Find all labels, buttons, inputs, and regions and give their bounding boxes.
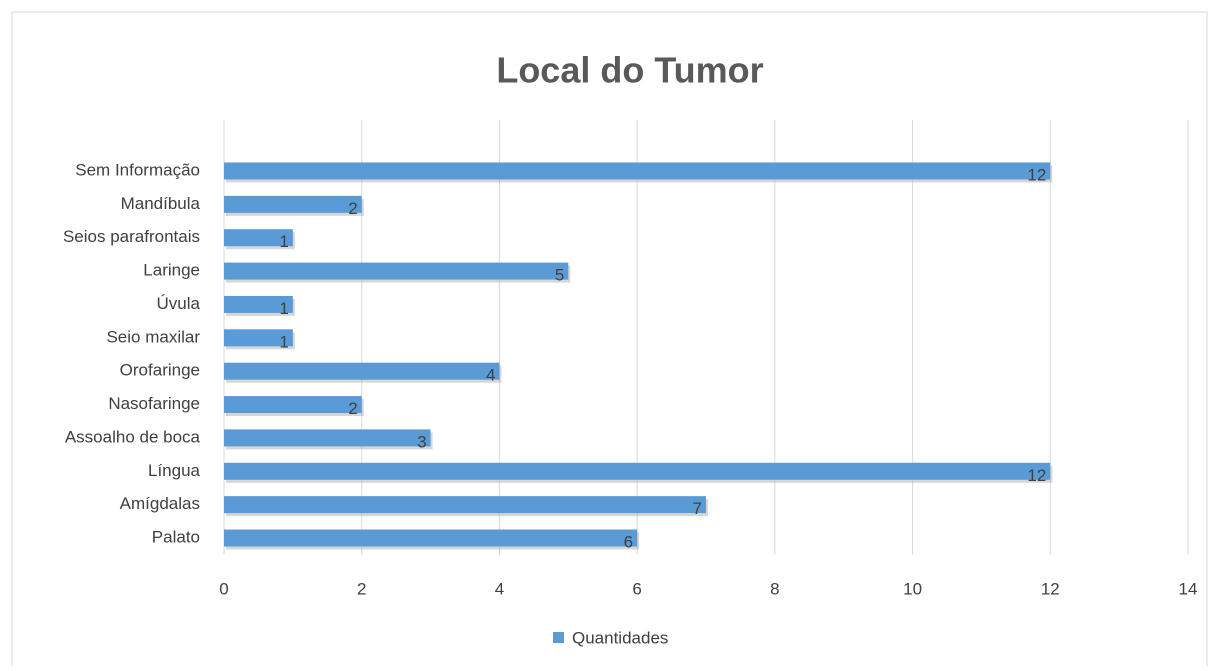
bar xyxy=(224,396,362,414)
chart-border xyxy=(11,11,1208,671)
x-tick-label: 14 xyxy=(1179,579,1198,598)
x-tick-label: 8 xyxy=(770,579,779,598)
y-tick-label: Seios parafrontais xyxy=(63,227,200,246)
bar xyxy=(224,429,431,447)
y-tick-label: Laringe xyxy=(143,261,200,280)
data-label: 12 xyxy=(1027,466,1046,485)
bar xyxy=(224,195,362,213)
bar xyxy=(224,229,293,247)
data-label: 2 xyxy=(348,199,357,218)
y-tick-label: Assoalho de boca xyxy=(65,427,201,446)
y-tick-label: Palato xyxy=(152,528,200,547)
y-tick-label: Seio maxilar xyxy=(106,327,200,346)
data-label: 1 xyxy=(279,232,288,251)
bar xyxy=(224,496,706,514)
bar xyxy=(224,262,569,280)
legend-swatch xyxy=(553,632,564,643)
data-label: 2 xyxy=(348,399,357,418)
data-label: 6 xyxy=(624,533,633,552)
y-tick-label: Orofaringe xyxy=(120,361,200,380)
bar xyxy=(224,329,293,347)
bar xyxy=(224,529,638,547)
y-tick-label: Língua xyxy=(148,461,201,480)
x-tick-label: 4 xyxy=(495,579,504,598)
data-label: 12 xyxy=(1027,165,1046,184)
data-label: 3 xyxy=(417,432,426,451)
bar xyxy=(224,362,500,380)
x-tick-label: 0 xyxy=(219,579,228,598)
y-tick-label: Mandíbula xyxy=(121,194,201,213)
x-tick-label: 2 xyxy=(357,579,366,598)
x-tick-label: 10 xyxy=(903,579,922,598)
legend-label: Quantidades xyxy=(572,628,668,647)
chart-title: Local do Tumor xyxy=(496,50,763,91)
y-tick-label: Sem Informação xyxy=(75,160,200,179)
data-label: 1 xyxy=(279,299,288,318)
bar xyxy=(224,162,1051,180)
x-tick-label: 6 xyxy=(632,579,641,598)
y-tick-label: Amígdalas xyxy=(120,494,200,513)
data-label: 7 xyxy=(693,499,702,518)
y-tick-label: Nasofaringe xyxy=(108,394,200,413)
data-label: 1 xyxy=(279,332,288,351)
y-tick-label: Úvula xyxy=(157,294,201,313)
x-tick-label: 12 xyxy=(1041,579,1060,598)
bar xyxy=(224,462,1051,480)
bar xyxy=(224,295,293,313)
data-label: 4 xyxy=(486,366,495,385)
data-label: 5 xyxy=(555,266,564,285)
